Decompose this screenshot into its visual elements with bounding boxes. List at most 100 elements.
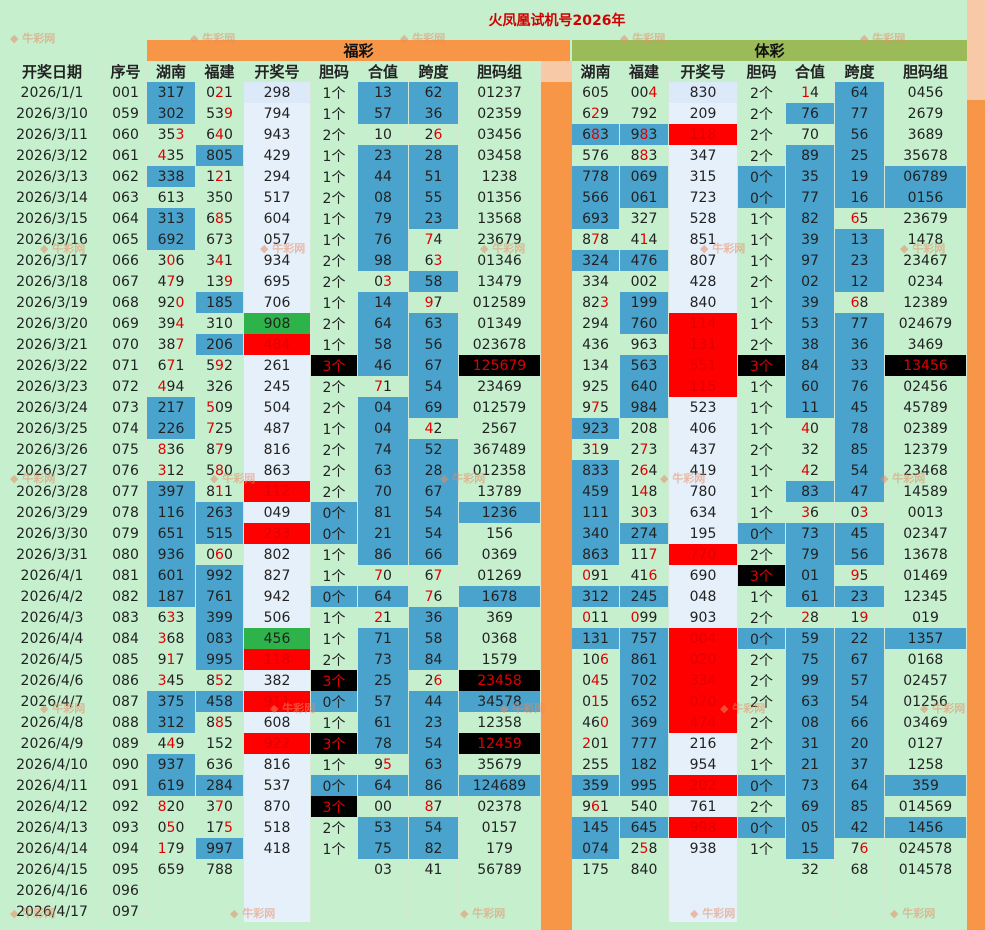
- row-date: 2026/3/28: [0, 481, 105, 502]
- fucai-group-cell: 13789: [459, 481, 541, 502]
- fucai-fujian-cell: 788: [196, 859, 244, 880]
- fucai-bank-cell: 2个: [311, 397, 358, 418]
- row-date: 2026/3/26: [0, 439, 105, 460]
- fucai-hunan-cell: 936: [147, 544, 196, 565]
- header-fucai-draw: 开奖号: [244, 61, 311, 82]
- ticai-span-cell: 19: [835, 166, 885, 187]
- fucai-group-cell: 023678: [459, 334, 541, 355]
- ticai-sum-cell: 11: [786, 397, 835, 418]
- ticai-span-cell: 54: [835, 460, 885, 481]
- ticai-draw-cell: 428: [669, 271, 738, 292]
- ticai-bank-cell: 1个: [738, 376, 786, 397]
- fucai-sum-cell: 64: [358, 586, 409, 607]
- fucai-hunan-cell: 692: [147, 229, 196, 250]
- fucai-span-cell: 84: [409, 649, 459, 670]
- ticai-draw-cell: [669, 859, 738, 880]
- ticai-draw-cell: 419: [669, 460, 738, 481]
- row-date: 2026/3/10: [0, 103, 105, 124]
- row-seq: 061: [105, 145, 147, 166]
- ticai-group-cell: 014569: [885, 796, 967, 817]
- fucai-group-cell: 23679: [459, 229, 541, 250]
- ticai-fujian-cell: 327: [620, 208, 669, 229]
- row-seq: 066: [105, 250, 147, 271]
- ticai-fujian-cell: 777: [620, 733, 669, 754]
- watermark-logo: ◆ 牛彩网: [10, 32, 56, 45]
- row-seq: 093: [105, 817, 147, 838]
- ticai-fujian-cell: 995: [620, 775, 669, 796]
- ticai-group-cell: 02456: [885, 376, 967, 397]
- ticai-fujian-cell: 757: [620, 628, 669, 649]
- ticai-bank-cell: 0个: [738, 187, 786, 208]
- fucai-draw-cell: 537: [244, 775, 311, 796]
- row-seq: 084: [105, 628, 147, 649]
- fucai-fujian-cell: 284: [196, 775, 244, 796]
- fucai-draw-cell: 908: [244, 313, 311, 334]
- fucai-draw-cell: 049: [244, 502, 311, 523]
- row-seq: 076: [105, 460, 147, 481]
- fucai-bank-cell: 1个: [311, 334, 358, 355]
- fucai-draw-cell: 604: [244, 208, 311, 229]
- ticai-span-cell: 56: [835, 544, 885, 565]
- ticai-span-cell: 33: [835, 355, 885, 376]
- fucai-group-cell: 01356: [459, 187, 541, 208]
- ticai-bank-cell: 1个: [738, 418, 786, 439]
- ticai-sum-cell: 83: [786, 481, 835, 502]
- fucai-draw-cell: 456: [244, 628, 311, 649]
- row-date: 2026/4/10: [0, 754, 105, 775]
- row-seq: 086: [105, 670, 147, 691]
- fucai-draw-cell: 504: [244, 397, 311, 418]
- fucai-draw-cell: 816: [244, 754, 311, 775]
- row-seq: 089: [105, 733, 147, 754]
- fucai-hunan-cell: 187: [147, 586, 196, 607]
- fucai-draw-cell: 827: [244, 565, 311, 586]
- ticai-hunan-cell: 863: [572, 544, 620, 565]
- fucai-span-cell: 41: [409, 859, 459, 880]
- fucai-draw-cell: 487: [244, 418, 311, 439]
- ticai-hunan-cell: [572, 880, 620, 901]
- ticai-bank-cell: 1个: [738, 481, 786, 502]
- ticai-bank-cell: 2个: [738, 607, 786, 628]
- fucai-span-cell: 28: [409, 460, 459, 481]
- fucai-draw-cell: 245: [244, 376, 311, 397]
- ticai-bank-cell: 2个: [738, 712, 786, 733]
- row-date: 2026/3/21: [0, 334, 105, 355]
- ticai-fujian-cell: 208: [620, 418, 669, 439]
- fucai-span-cell: 66: [409, 544, 459, 565]
- header-ticai-draw: 开奖号: [669, 61, 738, 82]
- fucai-draw-cell: 298: [244, 82, 311, 103]
- ticai-draw-cell: 523: [669, 397, 738, 418]
- ticai-sum-cell: 61: [786, 586, 835, 607]
- fucai-hunan-cell: 619: [147, 775, 196, 796]
- ticai-group-cell: 024679: [885, 313, 967, 334]
- row-seq: 091: [105, 775, 147, 796]
- fucai-sum-cell: 04: [358, 397, 409, 418]
- row-date: 2026/3/16: [0, 229, 105, 250]
- ticai-span-cell: 47: [835, 481, 885, 502]
- row-date: 2026/3/27: [0, 460, 105, 481]
- fucai-bank-cell: 1个: [311, 418, 358, 439]
- fucai-draw-cell: 608: [244, 712, 311, 733]
- ticai-draw-cell: 004: [669, 628, 738, 649]
- row-seq: 074: [105, 418, 147, 439]
- fucai-span-cell: 54: [409, 502, 459, 523]
- row-date: 2026/3/17: [0, 250, 105, 271]
- ticai-span-cell: 16: [835, 187, 885, 208]
- ticai-sum-cell: 02: [786, 271, 835, 292]
- ticai-sum-cell: 32: [786, 859, 835, 880]
- header-ticai-fujian: 福建: [620, 61, 669, 82]
- fucai-sum-cell: 74: [358, 439, 409, 460]
- ticai-sum-cell: 63: [786, 691, 835, 712]
- ticai-fujian-cell: 840: [620, 859, 669, 880]
